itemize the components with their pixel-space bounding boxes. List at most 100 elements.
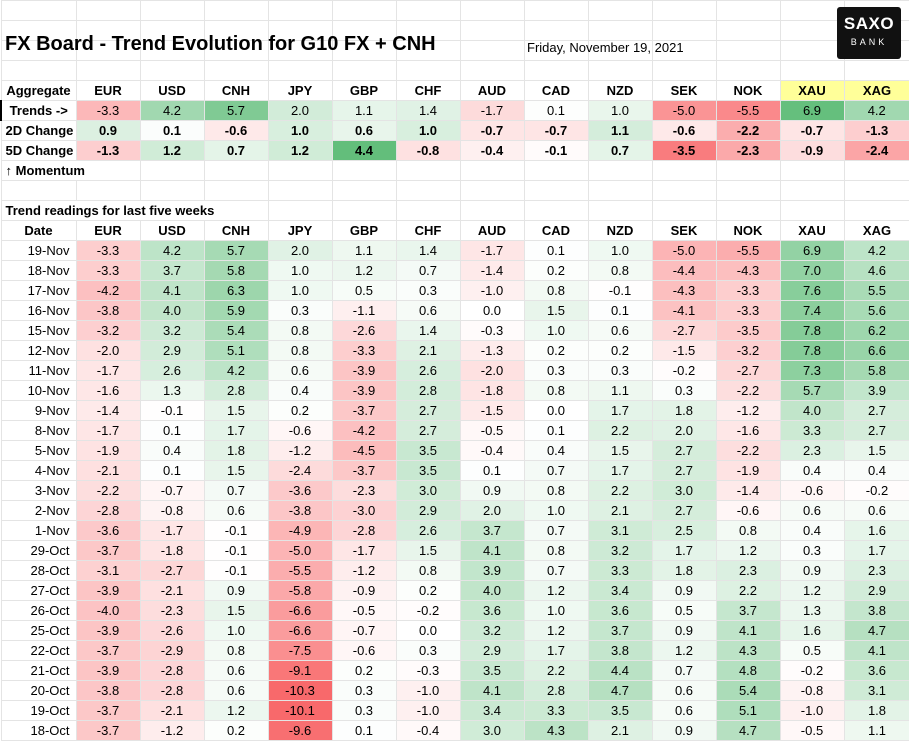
table-row: 17-Nov -4.2 4.1 6.3 1.0 0.5 0.3 -1.0 0.8 -0.1 -4.3… bbox=[0, 280, 909, 301]
history-cell-xag: 5.6 bbox=[843, 300, 909, 321]
trend-value-usd: 4.2 bbox=[139, 100, 205, 121]
history-cell-gbp: -1.1 bbox=[331, 300, 397, 321]
blank-cell bbox=[267, 60, 333, 81]
history-cell-usd: 3.2 bbox=[139, 320, 205, 341]
history-cell-xau: 0.5 bbox=[779, 640, 845, 661]
history-cell-jpy: -4.9 bbox=[267, 520, 333, 541]
history-cell-usd: 0.1 bbox=[139, 460, 205, 481]
history-cell-cnh: 0.6 bbox=[203, 500, 269, 521]
blank-cell bbox=[75, 180, 141, 201]
blank-cell bbox=[715, 60, 781, 81]
table-row: 21-Oct -3.9 -2.8 0.6 -9.1 0.2 -0.3 3.5 2.2 4.4 0.7… bbox=[0, 660, 909, 681]
history-cell-usd: 4.0 bbox=[139, 300, 205, 321]
blank-cell bbox=[779, 200, 845, 221]
history-cell-chf: 0.7 bbox=[395, 260, 461, 281]
row-date: 5-Nov bbox=[0, 440, 77, 461]
history-cell-usd: -2.8 bbox=[139, 680, 205, 701]
history-cell-eur: -1.7 bbox=[75, 360, 141, 381]
history-cell-aud: 3.9 bbox=[459, 560, 525, 581]
history-cell-nok: 2.3 bbox=[715, 560, 781, 581]
trend-value-cad: 0.1 bbox=[523, 100, 589, 121]
history-cell-cad: 0.7 bbox=[523, 520, 589, 541]
history-cell-chf: 1.5 bbox=[395, 540, 461, 561]
row-date: 18-Oct bbox=[0, 720, 77, 741]
change-5d-gbp: 4.4 bbox=[331, 140, 397, 161]
row-date: 25-Oct bbox=[0, 620, 77, 641]
history-cell-usd: -2.7 bbox=[139, 560, 205, 581]
history-cell-aud: 3.4 bbox=[459, 700, 525, 721]
blank-cell bbox=[523, 60, 589, 81]
currency-header-nok: NOK bbox=[715, 80, 781, 101]
history-cell-cnh: 0.6 bbox=[203, 680, 269, 701]
history-cell-chf: -0.4 bbox=[395, 720, 461, 741]
history-cell-xau: 0.9 bbox=[779, 560, 845, 581]
change-2d-usd: 0.1 bbox=[139, 120, 205, 141]
history-cell-aud: -2.0 bbox=[459, 360, 525, 381]
history-cell-aud: -1.5 bbox=[459, 400, 525, 421]
history-cell-cnh: 0.9 bbox=[203, 580, 269, 601]
history-cell-gbp: -0.5 bbox=[331, 600, 397, 621]
table-row: 3-Nov -2.2 -0.7 0.7 -3.6 -2.3 3.0 0.9 0.8 2.2 3.0-… bbox=[0, 480, 909, 501]
history-cell-xag: 4.2 bbox=[843, 240, 909, 261]
blank-cell bbox=[715, 20, 781, 41]
history-cell-nok: -2.7 bbox=[715, 360, 781, 381]
blank-cell bbox=[0, 0, 77, 21]
blank-cell bbox=[523, 20, 589, 41]
blank-cell bbox=[715, 40, 781, 61]
history-cell-aud: -1.7 bbox=[459, 240, 525, 261]
history-cell-xag: 4.6 bbox=[843, 260, 909, 281]
history-header-sek: SEK bbox=[651, 220, 717, 241]
blank-cell bbox=[331, 0, 397, 21]
change-2d-row: 2D Change 0.9 0.1 -0.6 1.0 0.6 1.0 -0.7 -0.7 1.1-… bbox=[0, 120, 909, 141]
trend-value-sek: -5.0 bbox=[651, 100, 717, 121]
blank-cell bbox=[395, 200, 461, 221]
trend-value-gbp: 1.1 bbox=[331, 100, 397, 121]
history-cell-sek: 0.6 bbox=[651, 680, 717, 701]
history-cell-gbp: -0.7 bbox=[331, 620, 397, 641]
blank-cell bbox=[523, 0, 589, 21]
history-header-usd: USD bbox=[139, 220, 205, 241]
trend-value-nzd: 1.0 bbox=[587, 100, 653, 121]
logo-word-top: SAXO bbox=[843, 14, 895, 33]
blank-cell bbox=[331, 200, 397, 221]
history-cell-nok: 1.2 bbox=[715, 540, 781, 561]
history-cell-eur: -2.8 bbox=[75, 500, 141, 521]
history-cell-jpy: -3.6 bbox=[267, 480, 333, 501]
history-cell-nok: -0.6 bbox=[715, 500, 781, 521]
history-cell-cad: 0.8 bbox=[523, 280, 589, 301]
history-cell-nzd: -0.1 bbox=[587, 280, 653, 301]
history-cell-aud: 2.0 bbox=[459, 500, 525, 521]
table-row: 22-Oct -3.7 -2.9 0.8 -7.5 -0.6 0.3 2.9 1.7 3.8 1.2… bbox=[0, 640, 909, 661]
history-cell-jpy: 0.2 bbox=[267, 400, 333, 421]
history-cell-usd: -0.7 bbox=[139, 480, 205, 501]
blank-cell bbox=[331, 60, 397, 81]
blank-cell bbox=[75, 0, 141, 21]
history-cell-usd: -2.1 bbox=[139, 580, 205, 601]
history-cell-cnh: 2.8 bbox=[203, 380, 269, 401]
change-5d-aud: -0.4 bbox=[459, 140, 525, 161]
history-cell-xag: 6.2 bbox=[843, 320, 909, 341]
history-cell-cnh: -0.1 bbox=[203, 540, 269, 561]
spacer-row bbox=[0, 180, 909, 201]
blank-cell bbox=[651, 180, 717, 201]
history-cell-aud: -0.4 bbox=[459, 440, 525, 461]
history-cell-eur: -3.3 bbox=[75, 240, 141, 261]
history-cell-gbp: -4.2 bbox=[331, 420, 397, 441]
history-cell-eur: -3.3 bbox=[75, 260, 141, 281]
blank-cell bbox=[587, 20, 653, 41]
history-cell-gbp: 0.3 bbox=[331, 700, 397, 721]
history-cell-xau: -0.6 bbox=[779, 480, 845, 501]
history-cell-jpy: -6.6 bbox=[267, 600, 333, 621]
history-cell-eur: -3.9 bbox=[75, 580, 141, 601]
history-cell-aud: 0.1 bbox=[459, 460, 525, 481]
history-cell-nzd: 1.1 bbox=[587, 380, 653, 401]
history-cell-xau: -0.5 bbox=[779, 720, 845, 741]
table-row: 15-Nov -3.2 3.2 5.4 0.8 -2.6 1.4 -0.3 1.0 0.6 -2.7… bbox=[0, 320, 909, 341]
history-cell-nok: 4.3 bbox=[715, 640, 781, 661]
row-date: 20-Oct bbox=[0, 680, 77, 701]
history-cell-chf: 2.7 bbox=[395, 420, 461, 441]
change-5d-chf: -0.8 bbox=[395, 140, 461, 161]
history-cell-gbp: -1.2 bbox=[331, 560, 397, 581]
history-cell-jpy: -2.4 bbox=[267, 460, 333, 481]
table-row: 5-Nov -1.9 0.4 1.8 -1.2 -4.5 3.5 -0.4 0.4 1.5 2.7-… bbox=[0, 440, 909, 461]
